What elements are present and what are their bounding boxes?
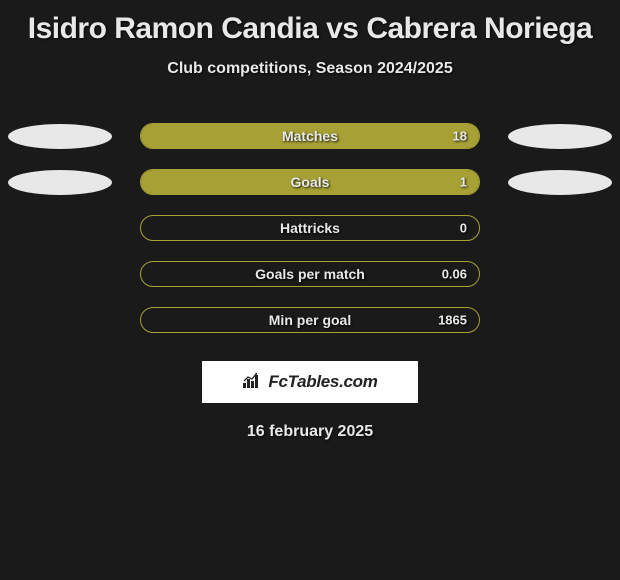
bar-value: 0.06 — [442, 267, 467, 282]
logo-box[interactable]: FcTables.com — [202, 361, 418, 403]
bar-track: Goals 1 — [140, 169, 480, 195]
bar-track: Hattricks 0 — [140, 215, 480, 241]
stats-container: Matches 18 Goals 1 Hattricks 0 Goals per match… — [0, 113, 620, 343]
bar-value: 0 — [460, 221, 467, 236]
bar-value: 18 — [453, 129, 467, 144]
bar-value: 1865 — [438, 313, 467, 328]
page-title: Isidro Ramon Candia vs Cabrera Noriega — [0, 0, 620, 46]
player-ellipse-left — [8, 124, 112, 149]
stat-row: Hattricks 0 — [0, 205, 620, 251]
stat-row: Goals 1 — [0, 159, 620, 205]
logo-text: FcTables.com — [268, 372, 377, 392]
bar-track: Min per goal 1865 — [140, 307, 480, 333]
bar-label: Min per goal — [269, 312, 351, 328]
bar-label: Goals per match — [255, 266, 365, 282]
bar-track: Matches 18 — [140, 123, 480, 149]
subtitle: Club competitions, Season 2024/2025 — [0, 60, 620, 78]
bar-value: 1 — [460, 175, 467, 190]
footer-date: 16 february 2025 — [0, 423, 620, 441]
stat-row: Matches 18 — [0, 113, 620, 159]
bar-chart-icon — [242, 371, 264, 394]
stat-row: Goals per match 0.06 — [0, 251, 620, 297]
bar-track: Goals per match 0.06 — [140, 261, 480, 287]
player-ellipse-left — [8, 170, 112, 195]
bar-label: Hattricks — [280, 220, 340, 236]
player-ellipse-right — [508, 170, 612, 195]
bar-label: Goals — [291, 174, 330, 190]
bar-label: Matches — [282, 128, 338, 144]
stat-row: Min per goal 1865 — [0, 297, 620, 343]
player-ellipse-right — [508, 124, 612, 149]
